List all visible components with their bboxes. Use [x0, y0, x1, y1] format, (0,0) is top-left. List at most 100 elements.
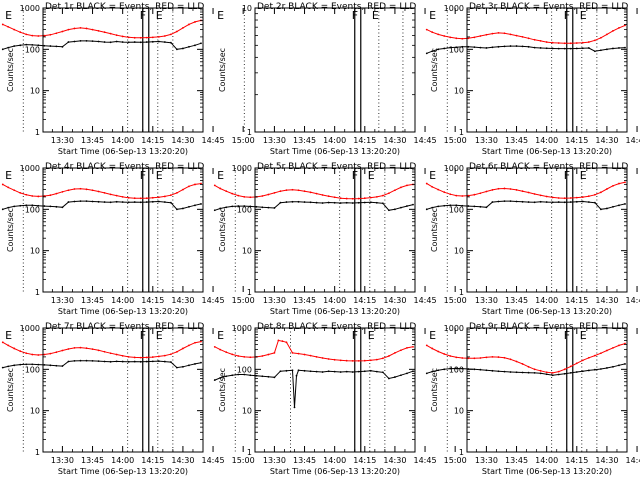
lld-data-point	[479, 35, 482, 37]
events-data-point	[121, 360, 124, 363]
y-tick-label: 10	[30, 407, 40, 416]
lld-data-point	[157, 35, 160, 38]
marker-label: E	[217, 9, 224, 22]
events-data-point	[357, 201, 360, 204]
events-data-point	[103, 201, 106, 203]
lld-data-point	[455, 37, 458, 40]
y-tick-label: 1	[247, 288, 252, 297]
lld-data-point	[109, 193, 112, 196]
events-data-point	[25, 43, 28, 46]
events-data-point	[521, 200, 524, 203]
events-series-line	[2, 40, 202, 50]
y-tick-label: 10	[242, 407, 252, 416]
lld-data-point	[461, 195, 464, 197]
panel-title: Det 9r BLACK = Events, RED = LLD	[469, 322, 628, 332]
y-tick-label: 1	[247, 128, 252, 137]
events-data-point	[37, 204, 40, 207]
lld-data-point	[587, 195, 590, 198]
y-axis-label: Counts/sec	[6, 368, 15, 412]
lld-data-point	[412, 345, 414, 348]
events-data-point	[79, 200, 82, 203]
events-data-point	[115, 40, 118, 43]
lld-data-point	[175, 350, 178, 353]
lld-data-point	[188, 23, 190, 26]
panel-title: Det 1r BLACK = Events, RED = LLD	[45, 2, 204, 12]
y-axis-label: Counts/sec	[430, 208, 439, 252]
lld-data-point	[169, 194, 172, 197]
events-data-point	[599, 368, 602, 370]
lld-data-point	[103, 191, 106, 194]
y-tick-label: 1000	[444, 4, 464, 13]
x-tick-label: 14:45	[414, 296, 437, 305]
events-data-point	[569, 47, 572, 50]
lld-data-point	[425, 182, 428, 185]
lld-data-point	[375, 358, 378, 361]
y-tick-label: 1000	[232, 324, 252, 333]
lld-data-point	[575, 196, 578, 199]
panel-title: Det 7r BLACK = Events, RED = LLD	[45, 322, 204, 332]
x-tick-label: 14:30	[383, 296, 406, 305]
lld-data-point	[219, 187, 222, 190]
lld-data-point	[431, 185, 434, 188]
lld-data-point	[479, 192, 482, 195]
y-tick-label: 100	[25, 45, 40, 54]
lld-data-point	[139, 197, 142, 200]
lld-series-line	[214, 183, 414, 200]
events-data-point	[279, 201, 282, 204]
events-data-point	[73, 40, 76, 43]
events-data-point	[55, 45, 58, 48]
events-data-point	[1, 208, 4, 211]
lld-data-point	[25, 352, 28, 355]
lld-data-point	[569, 365, 572, 368]
y-tick-label: 1	[459, 288, 464, 297]
lld-data-point	[213, 345, 216, 348]
marker-label: E	[580, 9, 587, 22]
detector-panel: Det 1r BLACK = Events, RED = LLD Counts/s…	[1, 2, 255, 156]
events-data-point	[461, 204, 464, 207]
lld-data-point	[521, 190, 524, 193]
lld-data-point	[19, 191, 22, 194]
marker-label: F	[564, 329, 570, 342]
events-data-point	[151, 200, 154, 203]
lld-data-point	[121, 195, 124, 198]
x-tick-label: 13:30	[263, 136, 286, 145]
detector-panel: Det 5r BLACK = Events, RED = LLD Counts/s…	[213, 162, 467, 316]
x-tick-label: 14:30	[171, 296, 194, 305]
events-data-point	[243, 205, 246, 207]
lld-data-point	[557, 370, 560, 373]
events-data-point	[618, 47, 620, 49]
lld-data-point	[545, 41, 548, 43]
events-data-point	[509, 45, 512, 47]
lld-data-point	[551, 196, 554, 199]
lld-data-point	[449, 36, 452, 39]
lld-data-point	[121, 35, 124, 38]
events-data-point	[485, 206, 488, 209]
lld-data-point	[303, 190, 306, 193]
lld-data-point	[273, 351, 276, 354]
x-tick-label: 15:00	[232, 456, 255, 465]
lld-data-point	[575, 42, 578, 44]
lld-data-point	[291, 351, 294, 354]
events-data-point	[455, 367, 458, 370]
lld-data-point	[599, 352, 602, 355]
lld-data-point	[521, 35, 524, 38]
y-axis-label: Counts/sec	[218, 48, 227, 92]
y-tick-label: 1	[35, 128, 40, 137]
lld-data-point	[145, 36, 148, 39]
events-data-point	[73, 359, 76, 362]
marker-label: E	[5, 9, 12, 22]
events-data-point	[273, 207, 276, 209]
lld-data-point	[557, 42, 560, 44]
events-data-point	[194, 363, 196, 365]
events-data-point	[545, 201, 548, 203]
events-data-point	[133, 360, 136, 363]
lld-data-point	[527, 37, 530, 40]
lld-data-point	[25, 193, 28, 196]
events-data-point	[527, 371, 530, 374]
events-data-point	[219, 207, 222, 210]
lld-data-point	[43, 34, 46, 37]
events-data-point	[539, 200, 542, 203]
events-data-point	[127, 201, 130, 204]
events-data-point	[394, 208, 396, 211]
events-data-point	[333, 370, 336, 373]
